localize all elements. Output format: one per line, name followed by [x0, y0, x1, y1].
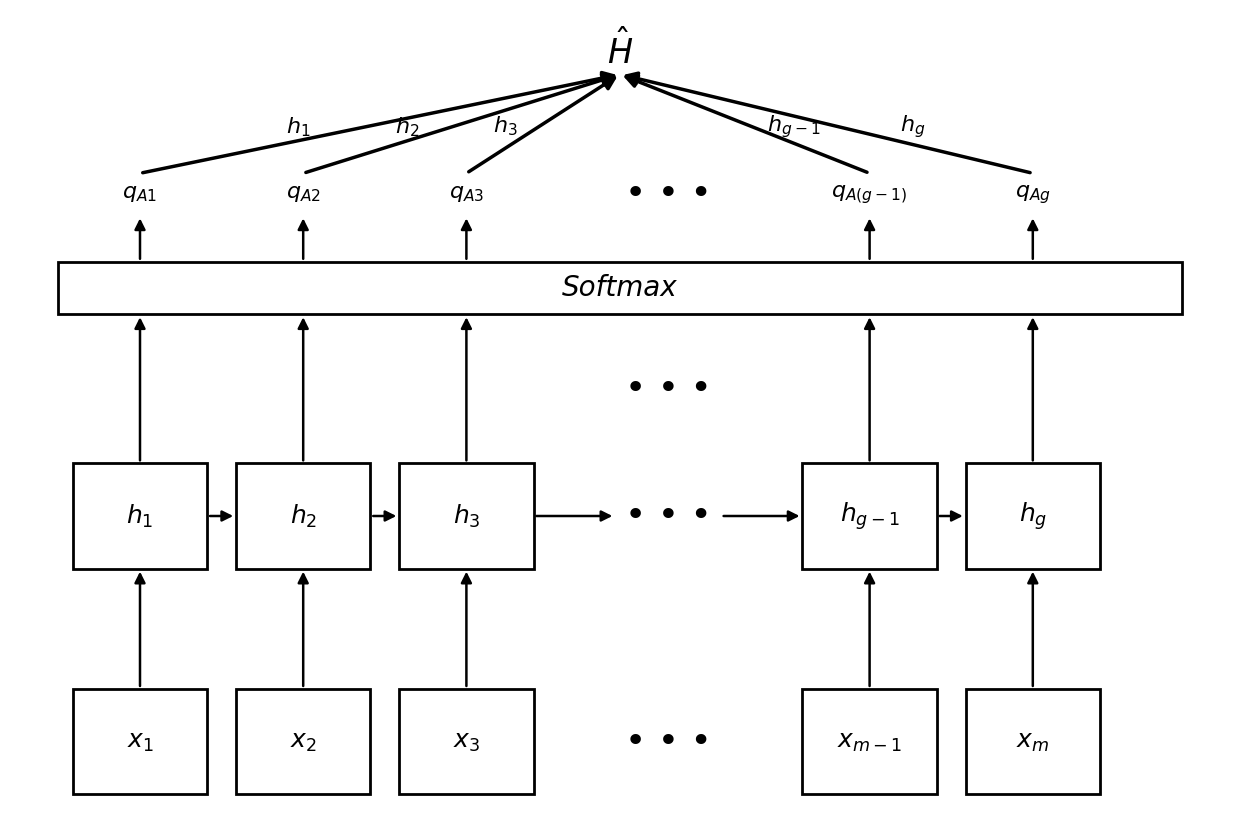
FancyBboxPatch shape: [399, 689, 533, 795]
Text: $x_2$: $x_2$: [290, 730, 316, 753]
Text: $x_1$: $x_1$: [126, 730, 154, 753]
FancyBboxPatch shape: [802, 689, 936, 795]
FancyBboxPatch shape: [399, 463, 533, 569]
Text: $q_{A(g-1)}$: $q_{A(g-1)}$: [831, 183, 908, 206]
Text: $h_{g-1}$: $h_{g-1}$: [839, 500, 899, 532]
FancyBboxPatch shape: [966, 463, 1100, 569]
Text: $h_2$: $h_2$: [396, 115, 419, 139]
Text: $x_{m-1}$: $x_{m-1}$: [837, 730, 903, 753]
FancyBboxPatch shape: [73, 463, 207, 569]
Text: • • •: • • •: [625, 372, 712, 406]
FancyBboxPatch shape: [73, 689, 207, 795]
Text: $h_2$: $h_2$: [290, 502, 316, 529]
Text: Softmax: Softmax: [562, 274, 678, 302]
Text: $h_g$: $h_g$: [1018, 500, 1047, 532]
Text: $h_g$: $h_g$: [899, 113, 925, 140]
FancyBboxPatch shape: [966, 689, 1100, 795]
Text: $h_1$: $h_1$: [126, 502, 154, 529]
Text: $x_3$: $x_3$: [453, 730, 480, 753]
Text: $q_{Ag}$: $q_{Ag}$: [1014, 183, 1050, 206]
Text: • • •: • • •: [625, 499, 712, 533]
FancyBboxPatch shape: [58, 261, 1182, 314]
Text: • • •: • • •: [625, 177, 712, 212]
FancyBboxPatch shape: [236, 689, 371, 795]
Text: $h_3$: $h_3$: [453, 502, 480, 529]
Text: • • •: • • •: [625, 725, 712, 759]
Text: $q_{A1}$: $q_{A1}$: [123, 185, 157, 204]
Text: $q_{A3}$: $q_{A3}$: [449, 185, 484, 204]
Text: $\hat{H}$: $\hat{H}$: [606, 29, 634, 71]
Text: $h_{g-1}$: $h_{g-1}$: [766, 113, 821, 140]
Text: $h_1$: $h_1$: [286, 115, 311, 139]
Text: $q_{A2}$: $q_{A2}$: [285, 185, 321, 204]
Text: $x_m$: $x_m$: [1016, 730, 1049, 753]
Text: $h_3$: $h_3$: [494, 114, 518, 138]
FancyBboxPatch shape: [236, 463, 371, 569]
FancyBboxPatch shape: [802, 463, 936, 569]
